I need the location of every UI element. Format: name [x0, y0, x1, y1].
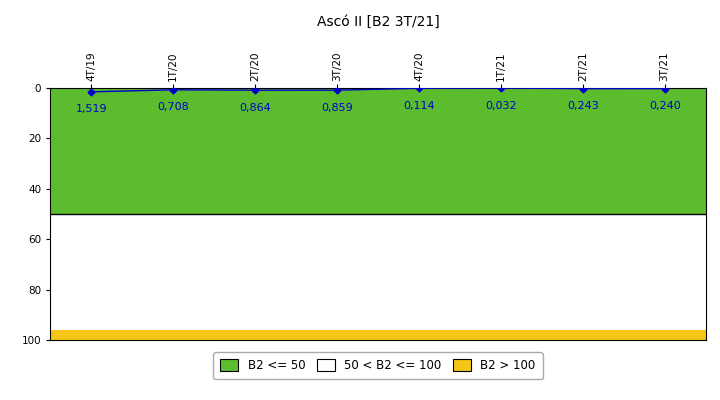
Text: 0,708: 0,708 — [158, 102, 189, 112]
Text: 0,240: 0,240 — [649, 101, 680, 111]
Title: Ascó II [B2 3T/21]: Ascó II [B2 3T/21] — [317, 14, 439, 28]
Text: 1,519: 1,519 — [76, 104, 107, 114]
Text: 0,859: 0,859 — [321, 103, 353, 113]
Text: 0,032: 0,032 — [485, 101, 517, 111]
Legend: B2 <= 50, 50 < B2 <= 100, B2 > 100: B2 <= 50, 50 < B2 <= 100, B2 > 100 — [213, 352, 543, 380]
Text: 0,864: 0,864 — [239, 103, 271, 113]
Text: 0,243: 0,243 — [567, 101, 598, 111]
Text: 0,114: 0,114 — [403, 101, 435, 111]
